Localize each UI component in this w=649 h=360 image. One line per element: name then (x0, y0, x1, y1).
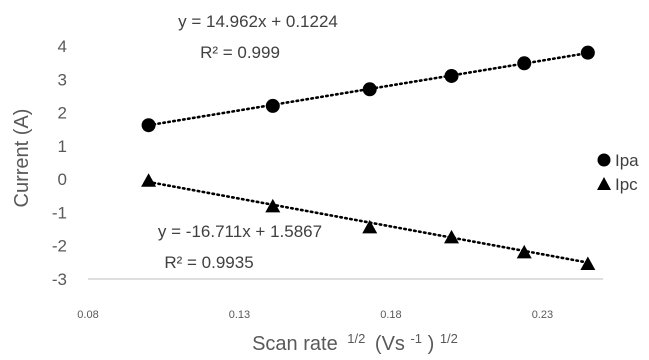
x-axis-title-main: Scan rate (252, 333, 338, 355)
data-point-ipa (517, 56, 532, 71)
y-axis-title: Current (A) (11, 109, 33, 208)
trendline-ipc (147, 180, 590, 264)
y-tick-label: 2 (58, 104, 67, 123)
data-point-ipc (141, 173, 157, 187)
data-point-ipc (516, 244, 532, 259)
data-point-ipa (265, 98, 280, 113)
x-tick-label: 0.13 (229, 309, 250, 321)
data-point-ipc (444, 229, 460, 244)
y-tick-label: -1 (52, 203, 67, 222)
data-point-ipa (444, 68, 459, 83)
data-point-ipc (580, 256, 596, 271)
y-tick-label: 1 (58, 137, 67, 156)
y-tick-label: -2 (52, 237, 67, 256)
x-axis-title-unit: (Vs (375, 333, 405, 355)
y-tick-label: 0 (58, 170, 67, 189)
x-tick-label: 0.23 (532, 309, 553, 321)
x-tick-label: 0.18 (380, 309, 401, 321)
y-tick-label: 4 (58, 37, 67, 56)
x-axis-title-unit-close-exp: 1/2 (440, 331, 458, 346)
x-axis-title-exp: 1/2 (347, 331, 365, 346)
y-tick-label: 3 (58, 70, 67, 89)
legend-marker-ipc (597, 177, 611, 190)
data-point-ipc (362, 219, 378, 234)
data-point-ipa (141, 118, 156, 133)
ipa-trendline-equation: y = 14.962x + 0.1224 (178, 12, 338, 31)
x-axis-title-unit-close: ) (428, 333, 435, 355)
y-tick-label: -3 (52, 270, 67, 289)
data-point-ipa (362, 82, 377, 97)
ipc-trendline-r2: R² = 0.9935 (164, 253, 253, 272)
legend: Ipa Ipc (597, 151, 639, 194)
ipc-trendline-equation: y = -16.711x + 1.5867 (158, 222, 322, 241)
data-points (141, 45, 596, 271)
y-tick-labels: 4 3 2 1 0 -1 -2 -3 (52, 37, 67, 289)
data-point-ipa (580, 45, 595, 60)
ipa-trendline-r2: R² = 0.999 (200, 43, 280, 62)
x-tick-label: 0.08 (77, 309, 98, 321)
legend-label-ipc: Ipc (615, 175, 638, 194)
legend-marker-ipa (597, 153, 611, 167)
legend-label-ipa: Ipa (615, 151, 639, 170)
data-point-ipc (265, 198, 281, 213)
x-axis-title-unit-exp: -1 (410, 331, 422, 346)
x-tick-labels: 0.08 0.13 0.18 0.23 (77, 309, 553, 321)
x-axis-title: Scan rate 1/2 (Vs -1 ) 1/2 (252, 326, 458, 355)
